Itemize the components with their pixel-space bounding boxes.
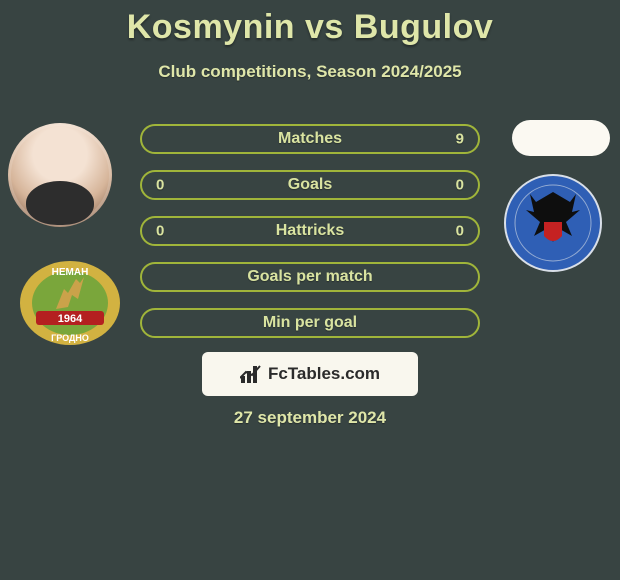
- brand-suffix: .com: [340, 364, 380, 383]
- stat-row: Min per goal: [140, 308, 480, 338]
- stat-label: Min per goal: [263, 314, 357, 332]
- stat-label: Goals per match: [247, 268, 372, 286]
- branding-text: FcTables.com: [268, 364, 380, 384]
- brand-prefix: Fc: [268, 364, 288, 383]
- comparison-card: Kosmynin vs Bugulov Club competitions, S…: [0, 0, 620, 580]
- crest-left-top-text: НЕМАН: [52, 267, 89, 278]
- stat-value-left: 0: [156, 223, 164, 240]
- club-crest-left: НЕМАН ГРОДНО 1964: [18, 259, 122, 347]
- stat-row: Matches 9: [140, 124, 480, 154]
- player-right-avatar-placeholder: [512, 120, 610, 156]
- bar-chart-icon: [240, 364, 262, 384]
- stat-row: Hattricks 0 0: [140, 216, 480, 246]
- crest-left-bottom-text: ГРОДНО: [51, 333, 89, 343]
- stat-label: Hattricks: [276, 222, 344, 240]
- stat-label: Matches: [278, 130, 342, 148]
- date-label: 27 september 2024: [0, 408, 620, 428]
- stat-value-left: 0: [156, 177, 164, 194]
- crest-left-year: 1964: [58, 313, 83, 325]
- stat-row: Goals 0 0: [140, 170, 480, 200]
- stat-value-right: 0: [456, 223, 464, 240]
- subtitle: Club competitions, Season 2024/2025: [0, 62, 620, 82]
- shield-icon: [544, 222, 562, 241]
- branding-badge: FcTables.com: [202, 352, 418, 396]
- player-left-avatar: [8, 123, 112, 227]
- stat-value-right: 9: [456, 131, 464, 148]
- stat-value-right: 0: [456, 177, 464, 194]
- brand-main: Tables: [288, 364, 341, 383]
- stat-row: Goals per match: [140, 262, 480, 292]
- club-crest-right: [500, 174, 606, 272]
- stat-label: Goals: [288, 176, 332, 194]
- page-title: Kosmynin vs Bugulov: [0, 8, 620, 47]
